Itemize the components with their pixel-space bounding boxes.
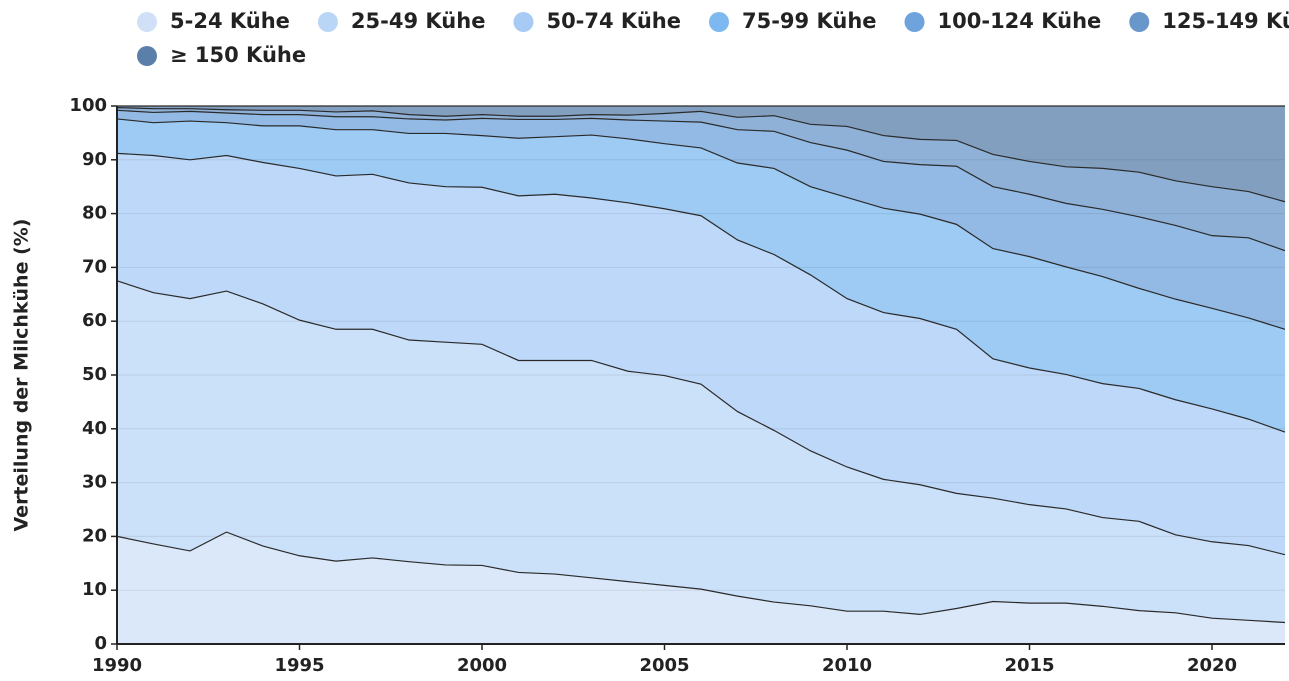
y-tick-label: 80 <box>82 203 107 224</box>
legend-label: 50-74 Kühe <box>546 9 681 33</box>
x-tick-label: 2000 <box>457 655 507 676</box>
legend-marker <box>1129 12 1150 32</box>
area-edge <box>116 531 1286 624</box>
x-tick-label: 2020 <box>1187 655 1237 676</box>
legend-label: 100-124 Kühe <box>938 9 1102 33</box>
legend-marker <box>137 12 157 32</box>
legend-label: 25-49 Kühe <box>351 9 486 33</box>
area-edge <box>116 152 1286 433</box>
y-tick-label: 50 <box>82 364 107 385</box>
y-tick-label: 100 <box>69 95 107 116</box>
y-tick-label: 0 <box>94 633 107 654</box>
y-axis-label: Verteilung der Milchkühe (%) <box>11 219 33 532</box>
area-edge <box>116 109 1286 252</box>
x-tick-label: 2010 <box>822 655 872 676</box>
legend-label: ≥ 150 Kühe <box>170 43 306 67</box>
legend-marker <box>137 46 157 66</box>
x-tick-label: 2005 <box>639 655 689 676</box>
area-fill <box>117 280 1285 623</box>
legend-label: 5-24 Kühe <box>170 9 290 33</box>
legend-label: 125-149 Kühe <box>1162 9 1289 33</box>
y-tick-label: 20 <box>82 525 107 546</box>
area-fill <box>117 107 1285 251</box>
area-fill <box>117 110 1285 330</box>
legend-marker <box>904 12 925 32</box>
areas <box>117 106 1285 644</box>
x-tick-label: 1995 <box>274 655 324 676</box>
area-edge <box>116 118 1286 330</box>
legend-label: 75-99 Kühe <box>742 9 877 33</box>
area-fill <box>117 532 1285 644</box>
area-edge <box>116 280 1286 556</box>
y-tick-label: 30 <box>82 472 107 493</box>
area-fill <box>117 106 1285 202</box>
y-tick-label: 70 <box>82 256 107 277</box>
x-tick-label: 2015 <box>1004 655 1054 676</box>
area-edge <box>116 107 1286 203</box>
y-tick-label: 40 <box>82 418 107 439</box>
legend-marker <box>708 12 729 32</box>
legend-marker <box>317 12 338 32</box>
legend-marker <box>513 12 534 32</box>
y-tick-label: 90 <box>82 149 107 170</box>
y-tick-label: 10 <box>82 579 107 600</box>
y-tick-label: 60 <box>82 310 107 331</box>
x-tick-label: 1990 <box>92 655 142 676</box>
area-fill <box>117 153 1285 555</box>
area-fill <box>117 118 1285 433</box>
